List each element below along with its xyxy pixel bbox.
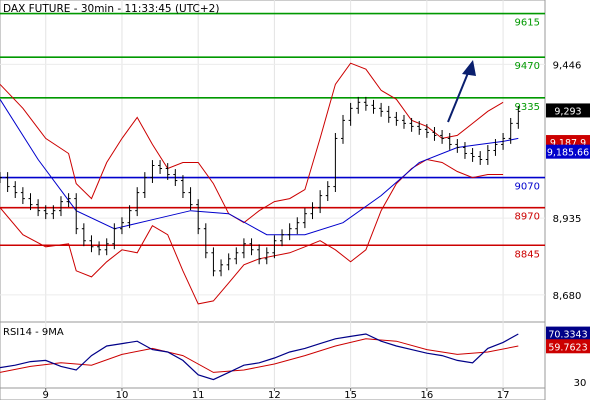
bollinger-upper — [0, 62, 504, 224]
y-tick-label: 9,446 — [553, 60, 582, 71]
rsi-value-box — [546, 339, 590, 354]
price-label: 9,185.66 — [547, 148, 589, 159]
x-tick-label: 15 — [344, 390, 357, 400]
axis-labels: 9 10 11 12 15 16 17 9,446 8,935 8,680 9,293 9,187.9… — [43, 60, 590, 400]
level-label: 8845 — [515, 249, 540, 260]
x-tick-label: 12 — [268, 390, 281, 400]
price-series — [0, 62, 521, 305]
x-tick-label: 11 — [192, 390, 205, 400]
level-label: 8970 — [515, 212, 540, 223]
rsi-ma-line — [0, 338, 519, 373]
rsi-series — [0, 333, 519, 381]
price-label: 9,187.9 — [550, 138, 586, 149]
y-tick-label: 8,935 — [553, 214, 582, 225]
rsi-value-label: 70.3343 — [548, 330, 587, 341]
level-label: 9335 — [515, 102, 540, 113]
x-tick-label: 17 — [497, 390, 510, 400]
main-panel — [0, 0, 546, 323]
price-label-box — [546, 144, 590, 159]
rsi-panel — [0, 321, 546, 389]
rsi-y-tick-label: 30 — [574, 378, 587, 389]
x-tick-label: 9 — [43, 390, 49, 400]
rsi-title: RSI14 - 9MA — [3, 327, 64, 338]
grid-layer — [0, 0, 545, 388]
price-label-box — [546, 103, 590, 118]
level-label: 9070 — [515, 182, 540, 193]
bullish-arrow — [447, 60, 476, 123]
rsi-value-label: 59.7623 — [548, 342, 587, 353]
rsi-line — [0, 333, 519, 381]
y-tick-label: 8,680 — [553, 291, 582, 302]
level-label: 9470 — [515, 61, 540, 72]
x-axis-strip — [0, 387, 546, 400]
x-tick-label: 10 — [116, 390, 129, 400]
price-label: 9,293 — [554, 106, 581, 117]
level-label: 9615 — [515, 18, 540, 29]
rsi-value-box — [546, 326, 590, 341]
x-tick-label: 16 — [420, 390, 433, 400]
chart-title: DAX FUTURE - 30min - 11:33:45 (UTC+2) — [3, 3, 219, 15]
moving-average — [0, 99, 519, 236]
support-resistance-levels: 9615 9470 9335 9070 8970 8845 — [0, 12, 545, 260]
